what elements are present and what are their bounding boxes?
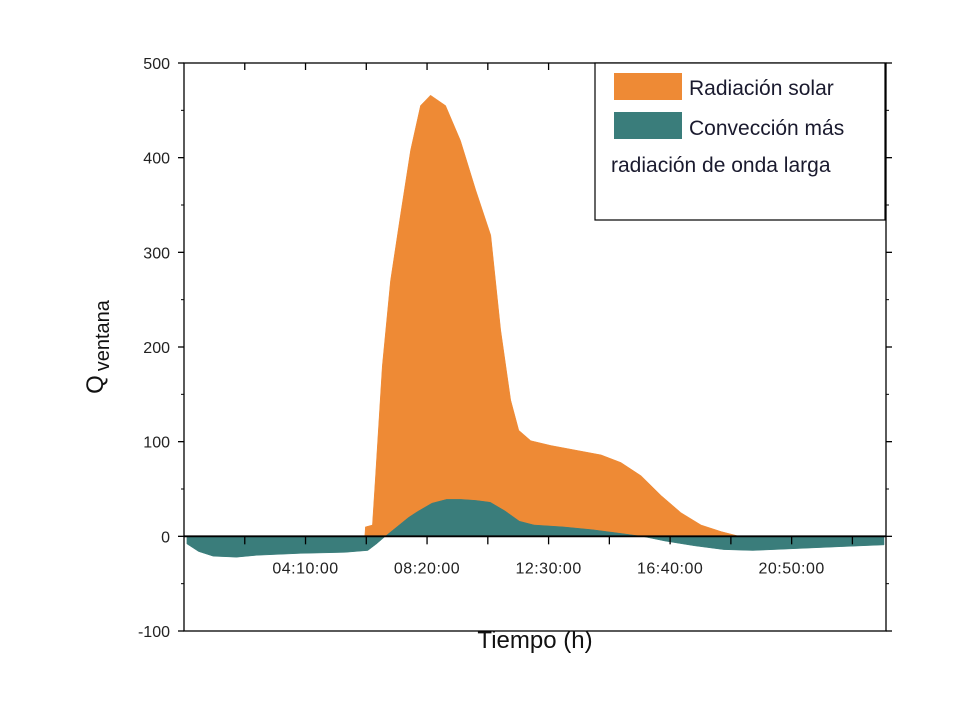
y-tick-label: 500 bbox=[143, 56, 170, 73]
x-tick-label: 04:10:00 bbox=[272, 560, 338, 577]
legend-label-convection-2: radiación de onda larga bbox=[611, 154, 831, 177]
plot-areas bbox=[186, 94, 885, 558]
x-tick-label: 20:50:00 bbox=[758, 560, 824, 577]
x-axis-label: Tiempo (h) bbox=[477, 627, 592, 654]
axes: -100 0 100 200 300 400 500 04:10:00 08:20:00 12:3… bbox=[138, 56, 892, 641]
legend-label-convection-1: Convección más bbox=[689, 117, 844, 140]
y-axis-label: Qventana bbox=[82, 299, 114, 394]
legend-swatch-solar bbox=[614, 73, 682, 100]
legend-label-solar: Radiación solar bbox=[689, 77, 834, 100]
y-tick-label: -100 bbox=[138, 624, 170, 641]
y-tick-label: 300 bbox=[143, 245, 170, 262]
area-series-0 bbox=[364, 94, 739, 537]
x-tick-label: 08:20:00 bbox=[394, 560, 460, 577]
legend: Radiación solar Convección más radiación… bbox=[594, 62, 886, 221]
y-tick-label: 0 bbox=[161, 529, 170, 546]
y-axis-label-main: Q bbox=[82, 375, 109, 394]
legend-swatch-convection bbox=[614, 112, 682, 139]
x-tick-label: 16:40:00 bbox=[637, 560, 703, 577]
y-tick-label: 100 bbox=[143, 435, 170, 452]
y-tick-label: 400 bbox=[143, 151, 170, 168]
y-axis-label-subscript: ventana bbox=[92, 299, 114, 371]
x-tick-label: 12:30:00 bbox=[515, 560, 581, 577]
y-tick-label: 200 bbox=[143, 340, 170, 357]
area-series-1 bbox=[186, 499, 885, 558]
